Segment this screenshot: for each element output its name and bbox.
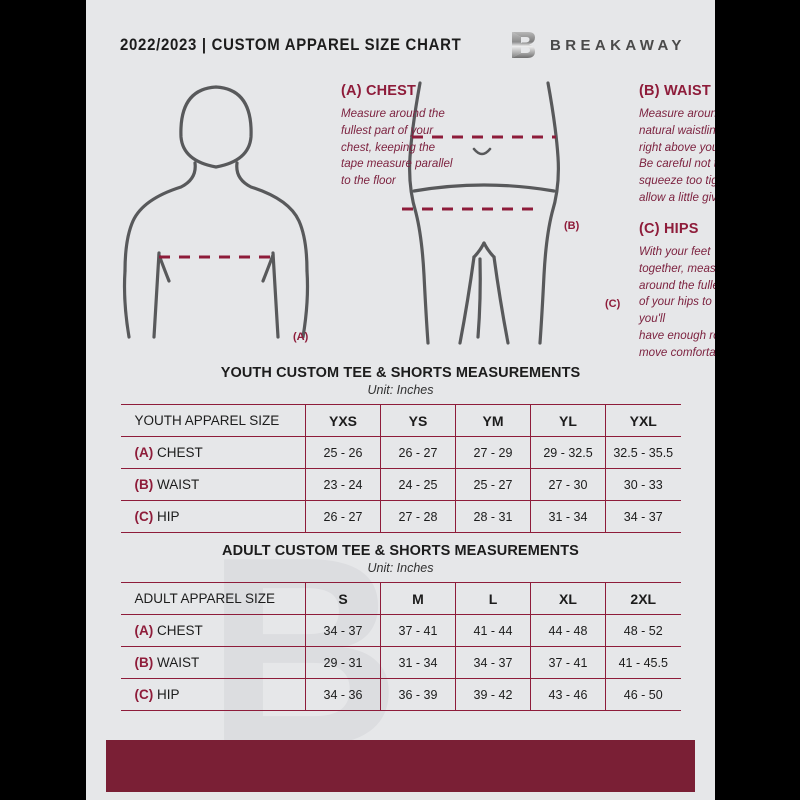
youth-waist-ys: 24 - 25 — [380, 468, 456, 501]
adult-hip-xl: 43 - 46 — [530, 678, 606, 711]
row-name-chest: CHEST — [157, 445, 203, 460]
adult-size-2xl: 2XL — [605, 582, 681, 615]
marker-label-a: (A) — [293, 331, 309, 343]
adult-hip-s: 34 - 36 — [305, 678, 381, 711]
youth-chest-ys: 26 - 27 — [380, 436, 456, 469]
table-row: (C) HIP 26 - 27 27 - 28 28 - 31 31 - 34 … — [120, 500, 681, 533]
adult-row-label-waist: (B) WAIST — [120, 646, 306, 679]
brand-lockup: BREAKAWAY — [508, 29, 686, 61]
youth-measurements-table: YOUTH APPAREL SIZE YXS YS YM YL YXL (A) … — [120, 404, 681, 533]
youth-size-yl: YL — [530, 404, 606, 437]
page-header: 2022/2023 | CUSTOM APPAREL SIZE CHART BR… — [86, 28, 715, 62]
adult-row-label-hip: (C) HIP — [120, 678, 306, 711]
brand-name: BREAKAWAY — [550, 36, 686, 54]
adult-chest-xl: 44 - 48 — [530, 614, 606, 647]
size-chart-page: B 2022/2023 | CUSTOM APPAREL SIZE CHART … — [86, 0, 715, 800]
youth-waist-ym: 25 - 27 — [455, 468, 531, 501]
adult-waist-s: 29 - 31 — [305, 646, 381, 679]
description-hips-body: With your feet together, measure around … — [639, 245, 715, 359]
row-tag-a: (A) — [134, 445, 154, 460]
row-name-waist: WAIST — [157, 655, 200, 670]
youth-row-label-hip: (C) HIP — [120, 500, 306, 533]
adult-size-s: S — [305, 582, 381, 615]
youth-row-label-chest: (A) CHEST — [120, 436, 306, 469]
row-tag-b: (B) — [134, 477, 154, 492]
row-name-waist: WAIST — [157, 477, 200, 492]
adult-hip-2xl: 46 - 50 — [605, 678, 681, 711]
row-name-chest: CHEST — [157, 623, 203, 638]
youth-size-ym: YM — [455, 404, 531, 437]
torso-figure-illustration — [122, 85, 310, 339]
row-tag-a: (A) — [134, 623, 154, 638]
youth-hip-yl: 31 - 34 — [530, 500, 606, 533]
youth-table-unit: Unit: Inches — [367, 383, 434, 397]
adult-table-title: ADULT CUSTOM TEE & SHORTS MEASUREMENTS — [222, 543, 579, 559]
youth-measurements-section: YOUTH CUSTOM TEE & SHORTS MEASUREMENTS U… — [86, 365, 715, 533]
description-waist-title: (B) WAIST — [639, 83, 711, 99]
table-row: (B) WAIST 23 - 24 24 - 25 25 - 27 27 - 3… — [120, 468, 681, 501]
youth-table-title: YOUTH CUSTOM TEE & SHORTS MEASUREMENTS — [220, 365, 581, 381]
description-waist-body: Measure around your natural waistline – … — [639, 107, 715, 204]
adult-waist-2xl: 41 - 45.5 — [605, 646, 681, 679]
marker-label-b: (B) — [564, 220, 580, 232]
youth-chest-yxl: 32.5 - 35.5 — [605, 436, 681, 469]
adult-hip-m: 36 - 39 — [380, 678, 456, 711]
youth-waist-yxl: 30 - 33 — [605, 468, 681, 501]
table-row: (A) CHEST 34 - 37 37 - 41 41 - 44 44 - 4… — [120, 614, 681, 647]
adult-chest-2xl: 48 - 52 — [605, 614, 681, 647]
table-row: (A) CHEST 25 - 26 26 - 27 27 - 29 29 - 3… — [120, 436, 681, 469]
adult-row-label-chest: (A) CHEST — [120, 614, 306, 647]
youth-row-label-waist: (B) WAIST — [120, 468, 306, 501]
adult-waist-l: 34 - 37 — [455, 646, 531, 679]
row-tag-c: (C) — [134, 509, 154, 524]
youth-size-ys: YS — [380, 404, 456, 437]
adult-size-xl: XL — [530, 582, 606, 615]
youth-hip-yxs: 26 - 27 — [305, 500, 381, 533]
row-tag-c: (C) — [134, 687, 154, 702]
adult-chest-s: 34 - 37 — [305, 614, 381, 647]
description-chest-body: Measure around the fullest part of your … — [341, 107, 453, 188]
adult-waist-m: 31 - 34 — [380, 646, 456, 679]
adult-measurements-table: ADULT APPAREL SIZE S M L XL 2XL (A) CHES… — [120, 582, 681, 711]
description-waist: (B) WAIST Measure around your natural wa… — [639, 83, 715, 207]
youth-size-yxl: YXL — [605, 404, 681, 437]
row-tag-b: (B) — [134, 655, 154, 670]
navel-mark — [472, 147, 492, 156]
table-header-row: ADULT APPAREL SIZE S M L XL 2XL — [120, 582, 681, 615]
youth-waist-yxs: 23 - 24 — [305, 468, 381, 501]
adult-chest-m: 37 - 41 — [380, 614, 456, 647]
youth-size-column-header: YOUTH APPAREL SIZE — [120, 404, 306, 437]
adult-chest-l: 41 - 44 — [455, 614, 531, 647]
adult-size-column-header: ADULT APPAREL SIZE — [120, 582, 306, 615]
table-row: (B) WAIST 29 - 31 31 - 34 34 - 37 37 - 4… — [120, 646, 681, 679]
youth-hip-ym: 28 - 31 — [455, 500, 531, 533]
youth-chest-yxs: 25 - 26 — [305, 436, 381, 469]
youth-hip-yxl: 34 - 37 — [605, 500, 681, 533]
adult-size-l: L — [455, 582, 531, 615]
marker-label-c: (C) — [605, 298, 621, 310]
youth-chest-ym: 27 - 29 — [455, 436, 531, 469]
youth-hip-ys: 27 - 28 — [380, 500, 456, 533]
youth-size-yxs: YXS — [305, 404, 381, 437]
breakaway-b-monogram-icon — [512, 32, 535, 58]
description-hips-title: (C) HIPS — [639, 221, 699, 237]
table-row: (C) HIP 34 - 36 36 - 39 39 - 42 43 - 46 … — [120, 678, 681, 711]
youth-waist-yl: 27 - 30 — [530, 468, 606, 501]
measurement-illustrations: (A) (B) (C) (A) CHEST Measure around the… — [86, 70, 715, 359]
youth-chest-yl: 29 - 32.5 — [530, 436, 606, 469]
description-chest: (A) CHEST Measure around the fullest par… — [341, 83, 481, 190]
adult-table-unit: Unit: Inches — [367, 561, 434, 575]
hips-figure-illustration — [402, 81, 560, 345]
row-name-hip: HIP — [157, 687, 180, 702]
row-name-hip: HIP — [157, 509, 180, 524]
table-header-row: YOUTH APPAREL SIZE YXS YS YM YL YXL — [120, 404, 681, 437]
footer-banner — [106, 740, 695, 792]
adult-measurements-section: ADULT CUSTOM TEE & SHORTS MEASUREMENTS U… — [86, 543, 715, 711]
adult-hip-l: 39 - 42 — [455, 678, 531, 711]
adult-waist-xl: 37 - 41 — [530, 646, 606, 679]
description-hips: (C) HIPS With your feet together, measur… — [639, 221, 715, 362]
page-title: 2022/2023 | CUSTOM APPAREL SIZE CHART — [120, 35, 462, 54]
description-chest-title: (A) CHEST — [341, 83, 417, 99]
adult-size-m: M — [380, 582, 456, 615]
